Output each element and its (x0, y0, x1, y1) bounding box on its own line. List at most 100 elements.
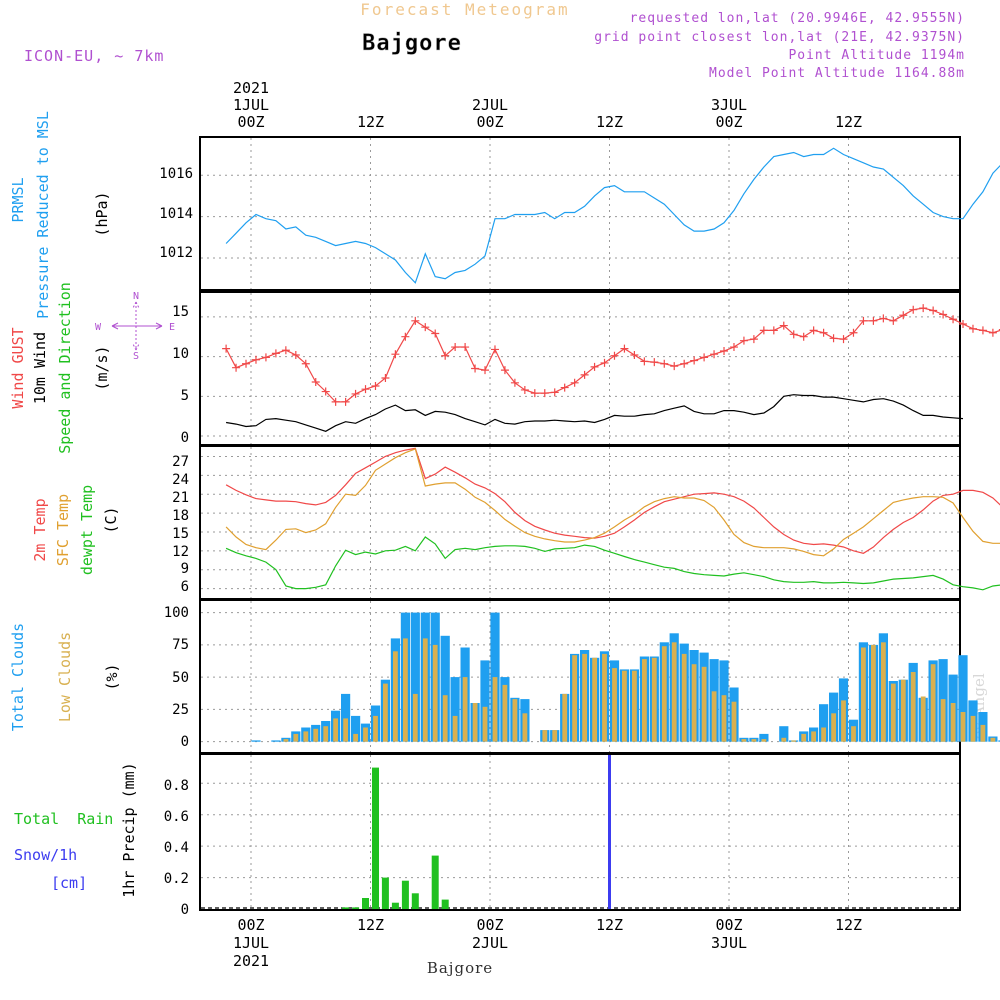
low-cloud-bar (821, 727, 826, 742)
gust-marker (570, 378, 579, 387)
gust-marker (739, 336, 748, 345)
gust-marker (291, 350, 300, 359)
gust-marker (869, 316, 878, 325)
gust-marker (481, 366, 490, 375)
low-cloud-bar (373, 715, 378, 742)
gust-marker (829, 334, 838, 343)
low-cloud-bar (323, 726, 329, 742)
gust-marker (839, 335, 848, 344)
low-cloud-bar (333, 718, 338, 742)
gust-marker (939, 310, 948, 319)
wind-grid (201, 293, 959, 444)
wind-labels: Wind GUST 10m Wind Speed and Direction (… (9, 282, 111, 454)
time-label: 12Z (357, 916, 384, 934)
pressure-tick: 1014 (159, 206, 193, 222)
precip-grid (201, 755, 959, 909)
gust-marker (819, 328, 828, 337)
low-cloud-bar (472, 703, 478, 742)
cloud-panel: 0 25 50 75 100 (164, 599, 1000, 754)
rain-bar (441, 899, 449, 909)
pressure-msl-label: Pressure Reduced to MSL (34, 111, 52, 319)
low-cloud-bar (881, 642, 886, 742)
total-cloud-bar (450, 677, 460, 742)
low-cloud-bar (701, 666, 707, 742)
time-label: 2JUL (472, 934, 508, 952)
gust-marker (769, 326, 778, 335)
gust-marker (242, 359, 251, 368)
dewpt-line (225, 536, 1000, 591)
gust-marker (690, 356, 699, 365)
gust-marker (261, 353, 270, 362)
gust-marker (779, 321, 788, 330)
low-cloud-bar (691, 664, 697, 742)
gust-marker (729, 343, 738, 352)
low-cloud-bar (861, 647, 866, 742)
snow-label: Snow/1h (14, 846, 77, 864)
gust-marker (251, 355, 260, 364)
total-cloud-bar (480, 660, 490, 742)
pressure-marks (225, 147, 1000, 284)
gust-marker (271, 349, 280, 358)
gust-marker (431, 329, 440, 338)
pressure-frame (199, 136, 961, 291)
gust-marker (720, 347, 729, 356)
temp-tick: 18 (172, 508, 189, 524)
cloud-tick: 100 (164, 605, 189, 621)
gust-marker (899, 311, 908, 320)
dewpt-label: dewpt Temp (78, 485, 96, 575)
low-cloud-bar (482, 706, 488, 742)
gust-marker (610, 351, 619, 360)
temp-tick: 24 (172, 472, 189, 488)
pressure-tick: 1012 (159, 245, 193, 261)
sfc-temp-label: SFC Temp (54, 494, 72, 566)
low-cloud-bar (980, 724, 986, 742)
precip-tick: 0.4 (164, 840, 189, 856)
time-label: 2JUL (472, 96, 508, 114)
gust-marker (600, 358, 609, 367)
grid-point-coords: grid point closest lon,lat (21E, 42.9375… (594, 30, 965, 45)
gust-marker (879, 314, 888, 323)
temp-tick: 27 (172, 454, 189, 470)
requested-coords: requested lon,lat (20.9946E, 42.9555N) (630, 11, 965, 26)
total-clouds-label: Total Clouds (9, 623, 27, 731)
pressure-grid (201, 138, 959, 289)
gust-marker (510, 378, 519, 387)
pressure-line (225, 147, 1000, 284)
low-cloud-bar (791, 740, 797, 742)
meteogram-subtitle: Forecast Meteogram (360, 0, 569, 19)
rain-bar (391, 902, 399, 909)
precip-marks (201, 755, 959, 909)
total-cloud-bar (271, 740, 281, 742)
low-cloud-bar (761, 739, 767, 742)
total-cloud-bar (759, 733, 769, 742)
total-cloud-bar (998, 740, 1000, 742)
gust-marker (700, 353, 709, 362)
gust-marker (640, 357, 649, 366)
gust-marker (321, 387, 330, 396)
low-cloud-bar (970, 715, 976, 742)
gust-marker (341, 397, 350, 406)
gust-marker (889, 316, 898, 325)
time-label: 12Z (596, 113, 623, 131)
gust-marker (520, 385, 529, 394)
snow-unit-label: [cm] (51, 874, 87, 892)
low-cloud-bar (393, 651, 398, 742)
low-cloud-bar (602, 653, 607, 742)
low-cloud-bar (831, 713, 836, 742)
rain-bar (362, 898, 369, 909)
cloud-unit: (%) (103, 663, 121, 690)
gust-marker (391, 350, 400, 359)
location-title: Bajgore (362, 31, 462, 56)
gust-marker (849, 328, 858, 337)
total-cloud-bar (341, 693, 351, 742)
time-label: 2021 (233, 79, 269, 97)
total-cloud-bar (251, 740, 261, 742)
cloud-tick: 50 (172, 670, 189, 686)
gust-marker (222, 344, 231, 353)
wind-label: 10m Wind (31, 332, 49, 404)
low-cloud-bar (741, 739, 747, 742)
low-cloud-bar (920, 696, 926, 742)
pressure-panel: 1012 1014 1016 (159, 136, 1000, 291)
cloud-tick: 75 (172, 637, 189, 653)
